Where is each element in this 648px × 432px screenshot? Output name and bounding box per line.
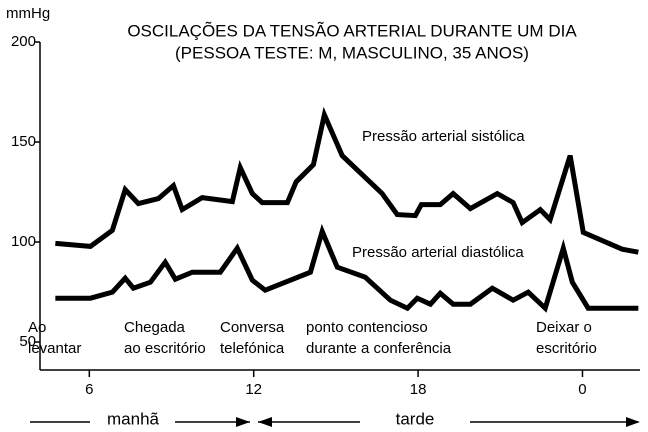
annotation: escritório bbox=[536, 340, 597, 357]
x-tick-label: 12 bbox=[245, 381, 262, 398]
y-tick-label: 200 bbox=[11, 33, 36, 50]
annotation: telefónica bbox=[220, 340, 285, 357]
annotation: Ao bbox=[28, 319, 46, 336]
series-line bbox=[55, 106, 639, 255]
x-tick-label: 0 bbox=[578, 381, 586, 398]
series-label: Pressão arterial sistólica bbox=[362, 128, 525, 145]
period-label: manhã bbox=[107, 409, 160, 428]
annotation: Conversa bbox=[220, 319, 285, 336]
chart-title: OSCILAÇÕES DA TENSÃO ARTERIAL DURANTE UM… bbox=[127, 21, 577, 40]
chart-subtitle: (PESSOA TESTE: M, MASCULINO, 35 ANOS) bbox=[175, 43, 529, 62]
annotation: durante a conferência bbox=[306, 340, 452, 357]
series-label: Pressão arterial diastólica bbox=[352, 244, 524, 261]
period-arrows bbox=[30, 417, 640, 427]
y-tick-label: 50 bbox=[19, 333, 36, 350]
y-tick-label: 150 bbox=[11, 133, 36, 150]
annotation: ao escritório bbox=[124, 340, 206, 357]
x-tick-label: 6 bbox=[85, 381, 93, 398]
annotation: Deixar o bbox=[536, 319, 592, 336]
y-axis-label: mmHg bbox=[6, 5, 50, 22]
annotation: ponto contencioso bbox=[306, 319, 428, 336]
annotation: levantar bbox=[28, 340, 81, 357]
y-tick-label: 100 bbox=[11, 233, 36, 250]
period-label: tarde bbox=[396, 409, 435, 428]
annotation: Chegada bbox=[124, 319, 186, 336]
x-tick-label: 18 bbox=[410, 381, 427, 398]
series-line bbox=[55, 223, 639, 313]
